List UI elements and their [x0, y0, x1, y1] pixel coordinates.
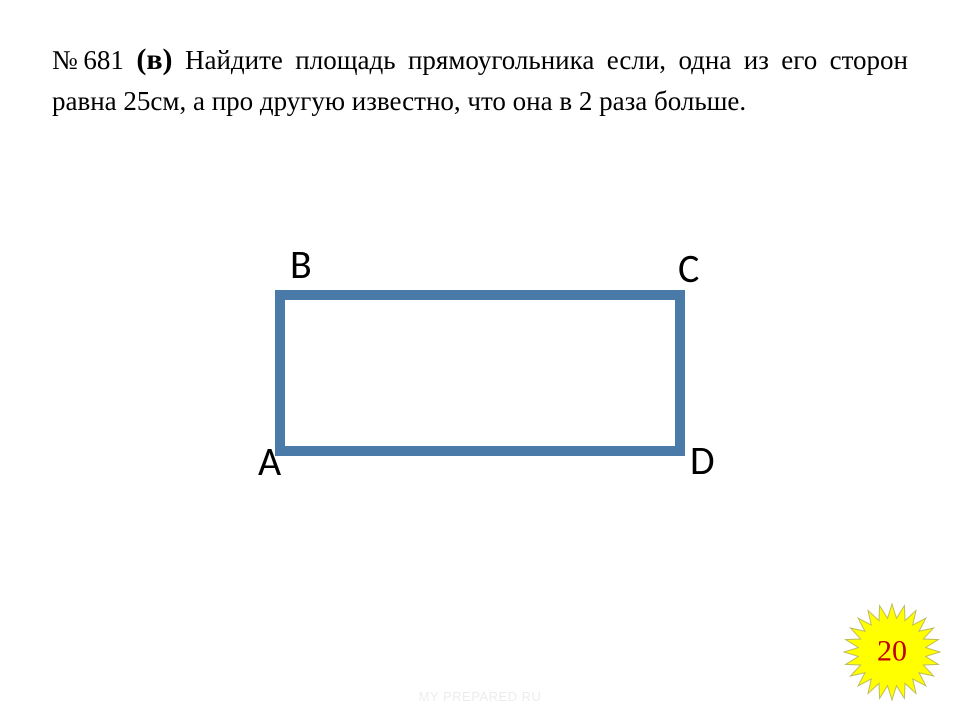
problem-letter: (в) — [136, 43, 172, 76]
vertex-label-a: A — [258, 437, 282, 486]
vertex-label-b: B — [290, 240, 312, 289]
problem-statement: №681 (в) Найдите площадь прямоугольника … — [52, 38, 908, 121]
slide: { "problem": { "number": "№681", "letter… — [0, 0, 960, 720]
score-badge: 20 — [842, 602, 942, 702]
rectangle-diagram: B C A D — [200, 240, 760, 520]
problem-number: №681 — [52, 45, 124, 75]
vertex-label-d: D — [690, 436, 715, 485]
rectangle-shape — [280, 295, 680, 451]
problem-body: Найдите площадь прямоугольника если, одн… — [52, 45, 908, 116]
score-number: 20 — [877, 634, 907, 668]
diagram-container: B C A D — [0, 240, 960, 580]
vertex-label-c: C — [678, 244, 699, 293]
watermark-text: MY PREPARED RU — [419, 689, 542, 704]
